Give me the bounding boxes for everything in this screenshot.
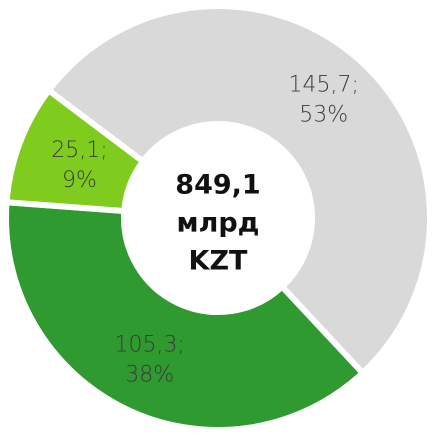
value-label: 105,3;	[114, 332, 184, 357]
center-label: KZT	[189, 246, 249, 277]
percent-label: 9%	[62, 168, 97, 193]
percent-label: 53%	[299, 103, 348, 128]
value-label: 145,7;	[288, 73, 358, 98]
center-label: млрд	[177, 208, 260, 239]
center-label: 849,1	[175, 170, 260, 201]
donut-segment	[3, 86, 148, 215]
percent-label: 38%	[125, 362, 174, 387]
donut-segment	[44, 3, 433, 378]
donut-segment	[3, 198, 367, 433]
value-label: 25,1;	[51, 138, 107, 163]
